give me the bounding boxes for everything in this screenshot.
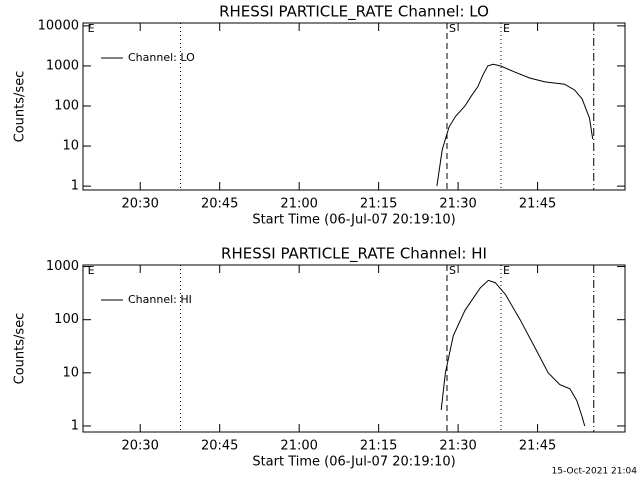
plot-frame — [82, 22, 626, 191]
y-tick-label: 1 — [71, 418, 79, 433]
x-tick-label: 21:30 — [439, 439, 476, 454]
y-tick-label: 1000 — [46, 259, 79, 274]
event-label: S — [449, 264, 456, 277]
event-label: E — [88, 22, 95, 35]
plot-frame — [82, 264, 626, 433]
x-axis-label: Start Time (06-Jul-07 20:19:10) — [252, 213, 455, 228]
chart-title: RHESSI PARTICLE_RATE Channel: LO — [219, 3, 489, 22]
event-label: E — [503, 22, 510, 35]
chart-title: RHESSI PARTICLE_RATE Channel: HI — [221, 245, 487, 264]
legend-label: Channel: LO — [128, 51, 195, 64]
data-line — [440, 279, 586, 427]
y-tick-label: 10 — [62, 365, 79, 380]
y-tick-label: 100 — [54, 312, 79, 327]
y-axis-label: Counts/sec — [13, 71, 28, 143]
x-tick-label: 20:45 — [201, 197, 238, 212]
x-tick-label: 21:00 — [280, 439, 317, 454]
data-line — [436, 63, 594, 187]
x-axis-label: Start Time (06-Jul-07 20:19:10) — [252, 455, 455, 470]
x-tick-label: 20:30 — [121, 197, 158, 212]
y-tick-label: 10 — [62, 139, 79, 154]
y-axis-label: Counts/sec — [13, 313, 28, 385]
event-label: E — [88, 264, 95, 277]
y-tick-label: 1000 — [46, 58, 79, 73]
y-tick-label: 10000 — [38, 18, 79, 33]
x-tick-label: 21:00 — [280, 197, 317, 212]
event-label: E — [503, 264, 510, 277]
footer: 15-Oct-2021 21:04 — [552, 467, 638, 477]
x-tick-label: 21:15 — [360, 439, 397, 454]
y-tick-label: 100 — [54, 98, 79, 113]
x-tick-label: 20:30 — [121, 439, 158, 454]
x-tick-label: 21:45 — [519, 439, 556, 454]
x-tick-label: 21:15 — [360, 197, 397, 212]
y-tick-label: 1 — [71, 179, 79, 194]
legend-label: Channel: HI — [128, 293, 192, 306]
event-label: S — [449, 22, 456, 35]
x-tick-label: 21:30 — [439, 197, 476, 212]
x-tick-label: 20:45 — [201, 439, 238, 454]
x-tick-label: 21:45 — [519, 197, 556, 212]
